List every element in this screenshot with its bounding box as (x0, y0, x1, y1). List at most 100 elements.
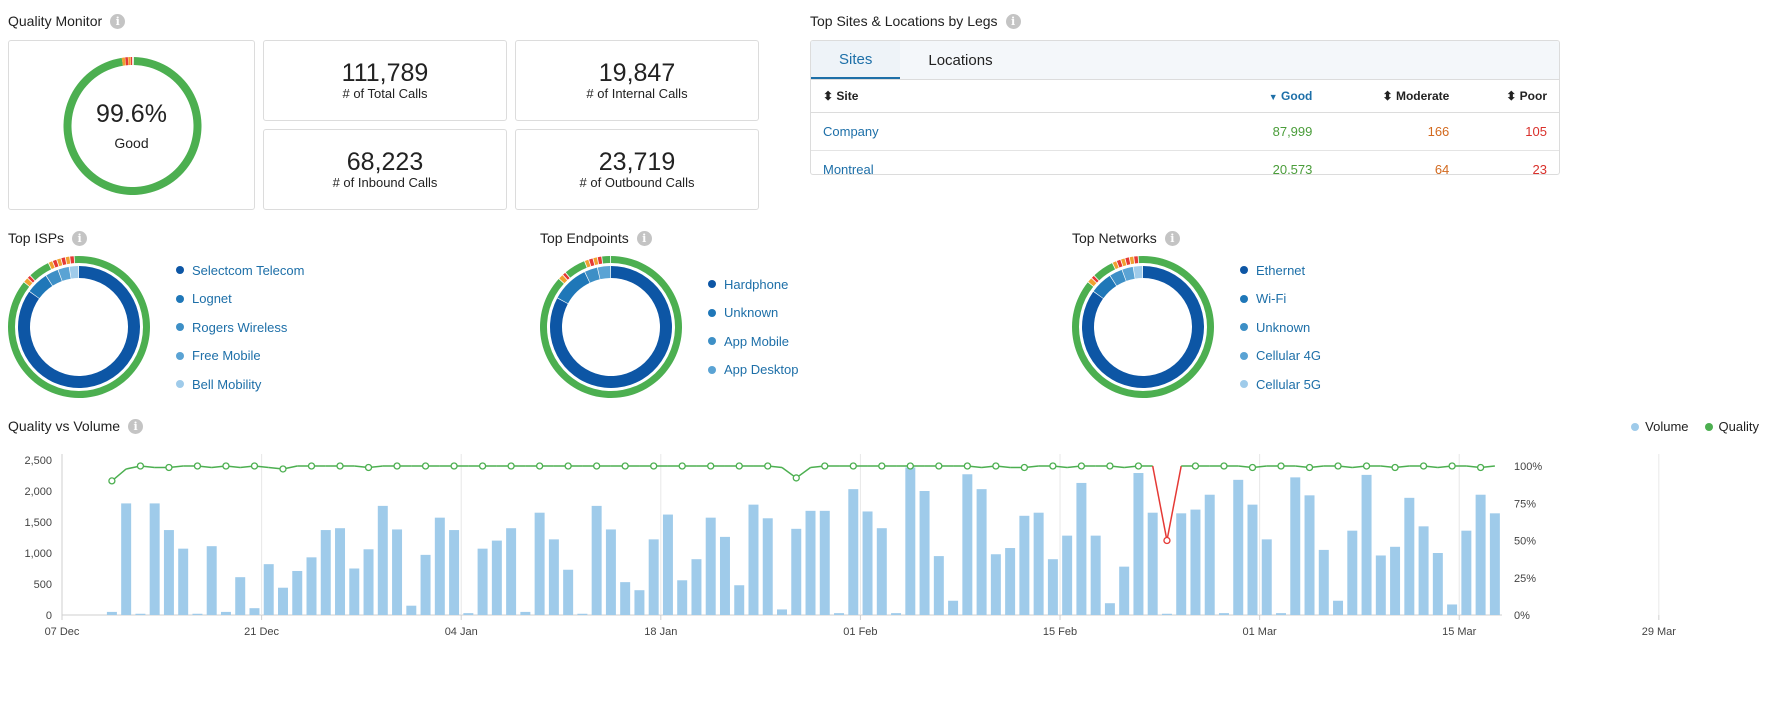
volume-bar (377, 505, 388, 615)
quality-point (650, 462, 658, 470)
quality-point (735, 462, 743, 470)
info-icon[interactable]: i (636, 230, 652, 246)
column-header-poor[interactable]: ⬍ Poor (1461, 80, 1559, 113)
quality-point (1476, 463, 1485, 472)
legend-label: Free Mobile (192, 348, 261, 364)
inner-ring-segment (557, 272, 590, 304)
legend-item[interactable]: Cellular 5G (1240, 370, 1321, 399)
legend-label: App Desktop (724, 362, 799, 378)
legend-label: Lognet (192, 291, 232, 307)
column-header-moderate[interactable]: ⬍ Moderate (1324, 80, 1462, 113)
volume-bar (1418, 526, 1429, 615)
quality-point (821, 462, 829, 470)
volume-bar (748, 504, 759, 615)
quality-point (1391, 463, 1399, 472)
y2-tick-label: 100% (1514, 461, 1542, 473)
inner-ring-segment (69, 266, 79, 279)
volume-bar (862, 511, 873, 615)
legend-item[interactable]: Cellular 4G (1240, 342, 1321, 371)
legend-dot (708, 308, 716, 317)
site-link[interactable]: Company (811, 112, 1223, 151)
volume-bar (762, 518, 773, 615)
volume-bar (734, 585, 745, 615)
top-sites-panel: Sites Locations ⬍ Site ▼ Good ⬍ Moderate… (810, 40, 1560, 175)
outer-ring-segment (563, 272, 570, 280)
stat-card-internal-calls: 19,847 # of Internal Calls (515, 40, 759, 121)
quality-point (393, 462, 401, 470)
volume-bar (834, 613, 845, 615)
volume-bar (1076, 482, 1087, 615)
volume-bar (1019, 515, 1030, 615)
column-header-good[interactable]: ▼ Good (1222, 80, 1325, 113)
outer-ring-segment (597, 256, 603, 265)
table-row: Company 87,999 166 105 (811, 112, 1559, 151)
info-icon[interactable]: i (1005, 13, 1021, 29)
inner-ring-segment (1122, 266, 1135, 281)
legend-dot (176, 380, 184, 389)
volume-bar (1261, 539, 1272, 615)
volume-bar (1104, 603, 1115, 615)
legend-item-volume[interactable]: Volume (1631, 419, 1689, 434)
legend-item[interactable]: Selectcom Telecom (176, 256, 304, 285)
legend-label: Cellular 5G (1256, 376, 1322, 392)
info-icon[interactable]: i (110, 13, 126, 29)
volume-bar (1161, 613, 1172, 615)
tab-sites[interactable]: Sites (811, 41, 901, 79)
tab-locations[interactable]: Locations (928, 51, 993, 69)
volume-bar (1218, 613, 1229, 615)
quality-volume-title: Quality vs Volume i (8, 418, 144, 434)
volume-bar (1390, 546, 1401, 615)
legend-item-quality[interactable]: Quality (1704, 419, 1759, 434)
legend-item[interactable]: Unknown (1240, 313, 1321, 342)
quality-volume-title-text: Quality vs Volume (8, 418, 121, 434)
legend-item[interactable]: Hardphone (708, 270, 798, 299)
quality-line-segment (1166, 465, 1182, 541)
stat-value: 68,223 (346, 147, 424, 176)
y2-tick-label: 50% (1514, 536, 1536, 548)
sort-icon: ⬍ (1506, 88, 1517, 103)
networks-legend: Ethernet Wi-Fi Unknown Cellular 4G Cellu… (1240, 256, 1321, 399)
legend-item[interactable]: Rogers Wireless (176, 313, 304, 342)
legend-item[interactable]: App Mobile (708, 327, 798, 356)
info-icon[interactable]: i (72, 230, 88, 246)
volume-bar (677, 580, 688, 615)
info-icon[interactable]: i (128, 418, 144, 434)
column-header-site[interactable]: ⬍ Site (811, 80, 1223, 113)
poor-count: 23 (1461, 150, 1559, 174)
volume-bar (463, 613, 474, 615)
info-icon[interactable]: i (1164, 230, 1180, 246)
outer-ring-segment (1112, 261, 1119, 270)
legend-dot (176, 266, 184, 275)
y-tick-label: 1,000 (24, 548, 52, 560)
y2-tick-label: 25% (1514, 573, 1536, 585)
volume-bar (1375, 555, 1386, 615)
volume-bar (1404, 497, 1415, 615)
volume-bar (948, 600, 959, 615)
volume-bar (577, 613, 588, 615)
legend-item[interactable]: Ethernet (1240, 256, 1321, 285)
volume-bar (220, 611, 231, 615)
outer-ring-segment (1138, 256, 1144, 264)
volume-bar (1304, 495, 1315, 615)
outer-ring-segment (602, 256, 611, 264)
quality-point (478, 462, 487, 470)
legend-item[interactable]: Bell Mobility (176, 370, 304, 399)
quality-point (792, 474, 800, 482)
volume-bar (1333, 600, 1344, 615)
site-link[interactable]: Montreal (811, 150, 1223, 174)
outer-ring-segment (57, 258, 63, 267)
gauge-segment (121, 57, 126, 66)
legend-dot (1704, 422, 1713, 431)
outer-ring-segment (27, 275, 35, 283)
volume-bar (363, 549, 374, 615)
volume-bar (791, 528, 802, 615)
volume-bar (591, 505, 602, 615)
legend-item[interactable]: Unknown (708, 299, 798, 328)
legend-dot (1240, 351, 1248, 360)
legend-item[interactable]: Lognet (176, 285, 304, 314)
legend-item[interactable]: App Desktop (708, 356, 798, 385)
volume-bar (1233, 479, 1244, 615)
legend-item[interactable]: Wi-Fi (1240, 285, 1321, 314)
volume-bar (477, 548, 488, 615)
legend-item[interactable]: Free Mobile (176, 342, 304, 371)
